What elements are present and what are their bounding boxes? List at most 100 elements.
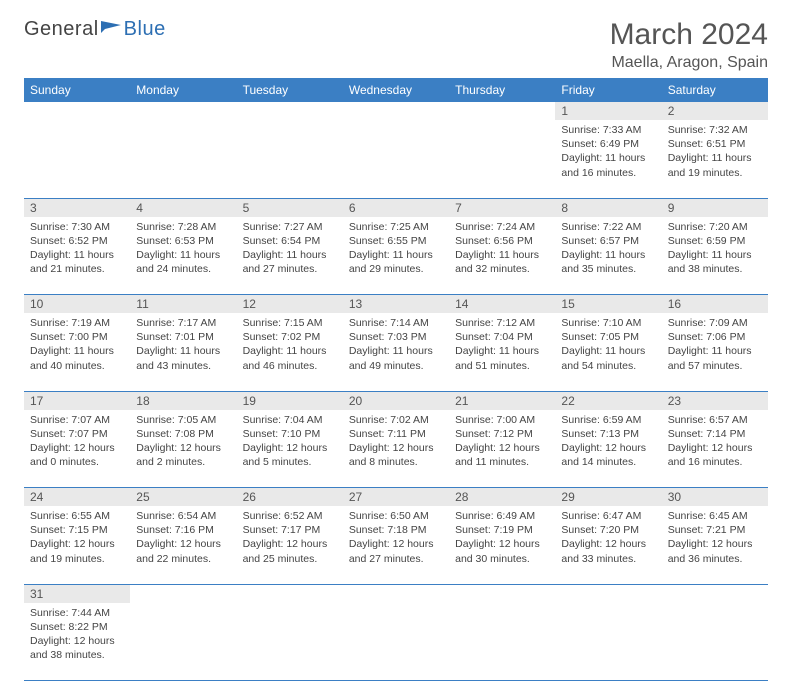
day-number	[130, 584, 236, 603]
day-details: Sunrise: 7:04 AMSunset: 7:10 PMDaylight:…	[237, 410, 343, 474]
day-details: Sunrise: 7:12 AMSunset: 7:04 PMDaylight:…	[449, 313, 555, 377]
day-number: 10	[24, 295, 130, 314]
daynum-row: 12	[24, 102, 768, 120]
day-cell: Sunrise: 7:05 AMSunset: 7:08 PMDaylight:…	[130, 410, 236, 488]
day-number	[343, 584, 449, 603]
day-number: 2	[662, 102, 768, 120]
day-number: 1	[555, 102, 661, 120]
day-details: Sunrise: 6:49 AMSunset: 7:19 PMDaylight:…	[449, 506, 555, 570]
day-details: Sunrise: 7:44 AMSunset: 8:22 PMDaylight:…	[24, 603, 130, 667]
day-cell	[237, 603, 343, 681]
flag-icon	[101, 19, 123, 35]
day-number: 26	[237, 488, 343, 507]
day-details: Sunrise: 7:05 AMSunset: 7:08 PMDaylight:…	[130, 410, 236, 474]
day-number: 30	[662, 488, 768, 507]
day-cell: Sunrise: 7:44 AMSunset: 8:22 PMDaylight:…	[24, 603, 130, 681]
day-details: Sunrise: 7:02 AMSunset: 7:11 PMDaylight:…	[343, 410, 449, 474]
day-number: 31	[24, 584, 130, 603]
day-cell: Sunrise: 7:07 AMSunset: 7:07 PMDaylight:…	[24, 410, 130, 488]
week-row: Sunrise: 6:55 AMSunset: 7:15 PMDaylight:…	[24, 506, 768, 584]
day-header: Saturday	[662, 78, 768, 102]
day-details: Sunrise: 7:17 AMSunset: 7:01 PMDaylight:…	[130, 313, 236, 377]
day-details: Sunrise: 7:28 AMSunset: 6:53 PMDaylight:…	[130, 217, 236, 281]
day-cell: Sunrise: 7:27 AMSunset: 6:54 PMDaylight:…	[237, 217, 343, 295]
header: General Blue March 2024 Maella, Aragon, …	[24, 18, 768, 72]
logo-text-1: General	[24, 18, 99, 41]
week-row: Sunrise: 7:33 AMSunset: 6:49 PMDaylight:…	[24, 120, 768, 198]
day-details: Sunrise: 7:22 AMSunset: 6:57 PMDaylight:…	[555, 217, 661, 281]
day-number: 20	[343, 391, 449, 410]
calendar-table: SundayMondayTuesdayWednesdayThursdayFrid…	[24, 78, 768, 681]
day-number: 4	[130, 198, 236, 217]
day-details: Sunrise: 7:30 AMSunset: 6:52 PMDaylight:…	[24, 217, 130, 281]
day-cell: Sunrise: 6:49 AMSunset: 7:19 PMDaylight:…	[449, 506, 555, 584]
day-cell: Sunrise: 7:04 AMSunset: 7:10 PMDaylight:…	[237, 410, 343, 488]
day-cell	[662, 603, 768, 681]
day-details: Sunrise: 7:15 AMSunset: 7:02 PMDaylight:…	[237, 313, 343, 377]
day-number: 8	[555, 198, 661, 217]
day-cell: Sunrise: 7:10 AMSunset: 7:05 PMDaylight:…	[555, 313, 661, 391]
day-cell: Sunrise: 7:15 AMSunset: 7:02 PMDaylight:…	[237, 313, 343, 391]
day-cell: Sunrise: 7:20 AMSunset: 6:59 PMDaylight:…	[662, 217, 768, 295]
day-cell: Sunrise: 7:00 AMSunset: 7:12 PMDaylight:…	[449, 410, 555, 488]
day-cell	[343, 603, 449, 681]
day-number: 3	[24, 198, 130, 217]
day-header: Thursday	[449, 78, 555, 102]
daynum-row: 17181920212223	[24, 391, 768, 410]
week-row: Sunrise: 7:44 AMSunset: 8:22 PMDaylight:…	[24, 603, 768, 681]
day-number: 17	[24, 391, 130, 410]
day-number: 21	[449, 391, 555, 410]
day-details: Sunrise: 6:47 AMSunset: 7:20 PMDaylight:…	[555, 506, 661, 570]
day-details: Sunrise: 7:09 AMSunset: 7:06 PMDaylight:…	[662, 313, 768, 377]
day-cell: Sunrise: 6:55 AMSunset: 7:15 PMDaylight:…	[24, 506, 130, 584]
day-number: 16	[662, 295, 768, 314]
daynum-row: 31	[24, 584, 768, 603]
day-number: 23	[662, 391, 768, 410]
day-details: Sunrise: 6:54 AMSunset: 7:16 PMDaylight:…	[130, 506, 236, 570]
day-number: 18	[130, 391, 236, 410]
day-cell: Sunrise: 6:45 AMSunset: 7:21 PMDaylight:…	[662, 506, 768, 584]
daynum-row: 24252627282930	[24, 488, 768, 507]
week-row: Sunrise: 7:19 AMSunset: 7:00 PMDaylight:…	[24, 313, 768, 391]
day-number	[24, 102, 130, 120]
day-details: Sunrise: 7:32 AMSunset: 6:51 PMDaylight:…	[662, 120, 768, 184]
day-cell	[130, 603, 236, 681]
day-details: Sunrise: 7:00 AMSunset: 7:12 PMDaylight:…	[449, 410, 555, 474]
day-number	[449, 584, 555, 603]
day-header: Friday	[555, 78, 661, 102]
day-number: 6	[343, 198, 449, 217]
day-details: Sunrise: 6:59 AMSunset: 7:13 PMDaylight:…	[555, 410, 661, 474]
logo: General Blue	[24, 18, 166, 41]
day-number: 25	[130, 488, 236, 507]
day-details: Sunrise: 7:14 AMSunset: 7:03 PMDaylight:…	[343, 313, 449, 377]
day-number: 28	[449, 488, 555, 507]
title-block: March 2024 Maella, Aragon, Spain	[610, 18, 768, 72]
day-number: 9	[662, 198, 768, 217]
day-details: Sunrise: 7:20 AMSunset: 6:59 PMDaylight:…	[662, 217, 768, 281]
day-details: Sunrise: 7:33 AMSunset: 6:49 PMDaylight:…	[555, 120, 661, 184]
day-cell	[449, 603, 555, 681]
day-header: Sunday	[24, 78, 130, 102]
day-number	[555, 584, 661, 603]
day-details: Sunrise: 7:19 AMSunset: 7:00 PMDaylight:…	[24, 313, 130, 377]
day-details: Sunrise: 7:27 AMSunset: 6:54 PMDaylight:…	[237, 217, 343, 281]
day-number: 19	[237, 391, 343, 410]
day-number: 14	[449, 295, 555, 314]
day-cell: Sunrise: 7:32 AMSunset: 6:51 PMDaylight:…	[662, 120, 768, 198]
day-cell	[449, 120, 555, 198]
day-cell: Sunrise: 7:09 AMSunset: 7:06 PMDaylight:…	[662, 313, 768, 391]
day-number: 7	[449, 198, 555, 217]
day-cell: Sunrise: 7:19 AMSunset: 7:00 PMDaylight:…	[24, 313, 130, 391]
day-cell: Sunrise: 7:25 AMSunset: 6:55 PMDaylight:…	[343, 217, 449, 295]
day-details: Sunrise: 6:50 AMSunset: 7:18 PMDaylight:…	[343, 506, 449, 570]
day-cell: Sunrise: 7:02 AMSunset: 7:11 PMDaylight:…	[343, 410, 449, 488]
day-cell: Sunrise: 7:30 AMSunset: 6:52 PMDaylight:…	[24, 217, 130, 295]
day-number: 22	[555, 391, 661, 410]
day-details: Sunrise: 7:25 AMSunset: 6:55 PMDaylight:…	[343, 217, 449, 281]
day-cell: Sunrise: 7:22 AMSunset: 6:57 PMDaylight:…	[555, 217, 661, 295]
day-number: 12	[237, 295, 343, 314]
day-cell	[130, 120, 236, 198]
day-number	[237, 102, 343, 120]
day-number: 5	[237, 198, 343, 217]
day-cell: Sunrise: 7:28 AMSunset: 6:53 PMDaylight:…	[130, 217, 236, 295]
